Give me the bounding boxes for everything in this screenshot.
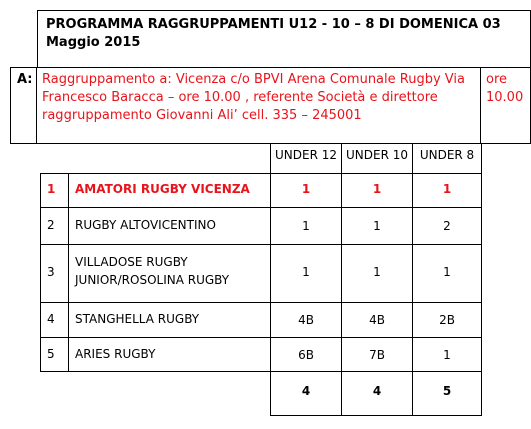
row-1-u8: 1 (442, 182, 452, 196)
group-description-line-1: Raggruppamento a: Vicenza c/o BPVI Arena… (42, 72, 465, 87)
group-description-line-3: raggruppamento Giovanni Ali’ cell. 335 –… (42, 108, 362, 123)
group-divider-right (480, 67, 481, 144)
row-1-u12: 1 (301, 182, 311, 196)
row-4-u12: 4B (298, 313, 314, 327)
row-line-3 (40, 302, 482, 303)
row-3-team-line-2: JUNIOR/ROSOLINA RUGBY (75, 273, 230, 287)
totals-col-line-2 (412, 371, 413, 416)
col-line-u12 (341, 173, 342, 372)
header-under-10: UNDER 10 (345, 148, 408, 162)
row-5-u10: 7B (369, 348, 385, 362)
totals-row-outline (270, 371, 482, 416)
row-line-4 (40, 337, 482, 338)
header-under-8: UNDER 8 (419, 148, 475, 162)
totals-col-line-1 (341, 371, 342, 416)
row-2-u12: 1 (302, 219, 310, 233)
row-4-num: 4 (47, 312, 55, 326)
col-line-u10 (412, 173, 413, 372)
header-under-12: UNDER 12 (274, 148, 337, 162)
group-letter: A: (17, 72, 33, 87)
total-u12: 4 (301, 384, 311, 398)
col-line-num (68, 173, 69, 372)
row-4-u10: 4B (369, 313, 385, 327)
row-3-u10: 1 (373, 265, 381, 279)
row-3-team-line-1: VILLADOSE RUGBY (75, 255, 188, 269)
row-1-u10: 1 (372, 182, 382, 196)
row-3-u12: 1 (302, 265, 310, 279)
total-u8: 5 (442, 384, 452, 398)
row-line-2 (40, 244, 482, 245)
row-3-num: 3 (47, 265, 55, 279)
row-2-u10: 1 (373, 219, 381, 233)
row-5-team: ARIES RUGBY (75, 347, 156, 361)
team-table (40, 173, 482, 372)
row-1-num: 1 (47, 182, 56, 196)
row-4-u8: 2B (439, 313, 455, 327)
row-2-num: 2 (47, 218, 55, 232)
row-2-u8: 2 (443, 219, 451, 233)
title-line-2: Maggio 2015 (46, 35, 141, 50)
row-2-team: RUGBY ALTOVICENTINO (75, 218, 216, 232)
row-5-u8: 1 (443, 348, 451, 362)
group-time-line-2: 10.00 (486, 90, 524, 105)
col-line-team (270, 173, 271, 372)
group-divider-left (36, 67, 37, 144)
row-line-1 (40, 207, 482, 208)
title-line-1: PROGRAMMA RAGGRUPPAMENTI U12 - 10 – 8 DI… (46, 17, 501, 32)
group-description-line-2: Francesco Baracca – ore 10.00 , referent… (42, 90, 438, 105)
row-5-u12: 6B (298, 348, 314, 362)
group-time-line-1: ore (486, 72, 508, 87)
total-u10: 4 (372, 384, 382, 398)
row-4-team: STANGHELLA RUGBY (75, 312, 200, 326)
row-1-team: AMATORI RUGBY VICENZA (75, 182, 250, 196)
row-3-u8: 1 (443, 265, 451, 279)
row-5-num: 5 (47, 347, 55, 361)
